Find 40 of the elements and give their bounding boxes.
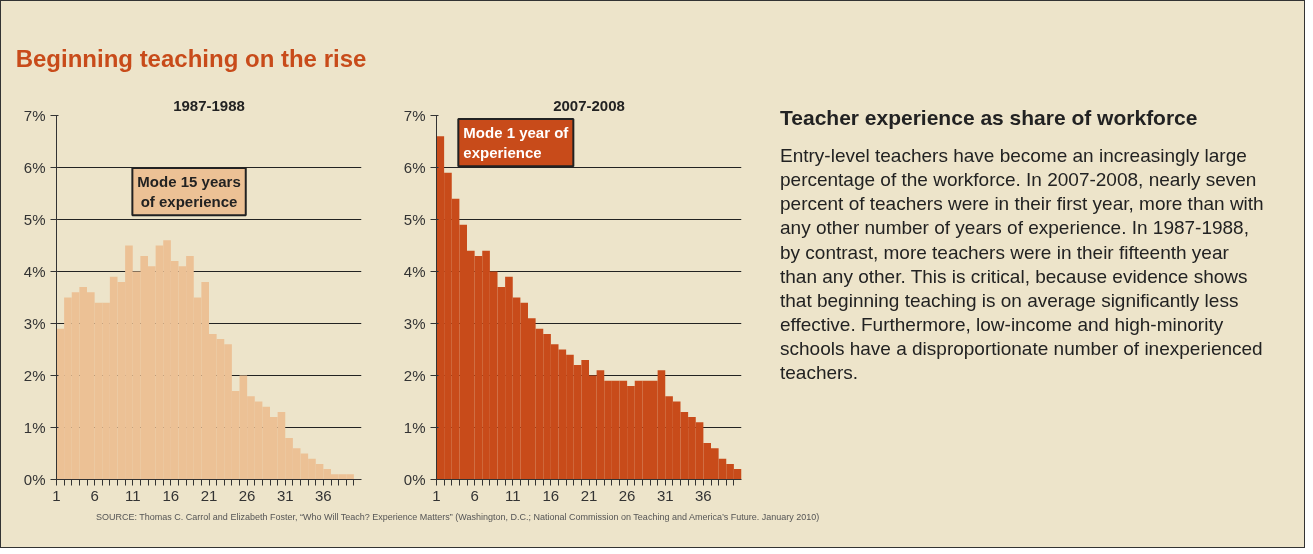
y-tick-label: 5% — [23, 211, 46, 228]
y-tick-label: 1% — [403, 419, 426, 436]
text: Teacher experience as share of workforce — [780, 106, 1199, 130]
y-tick-label: 4% — [403, 263, 426, 280]
x-tick-label: 11 — [124, 486, 141, 504]
chart-subtitle: 1987-1988 — [173, 96, 245, 114]
y-tick-label: 5% — [403, 211, 426, 228]
y-tick-label: 7% — [23, 107, 46, 124]
y-tick-label: 0% — [23, 471, 46, 488]
x-tick-label: 21 — [200, 486, 218, 504]
chart-subtitle: 2007-2008 — [553, 96, 625, 114]
annotation: Mode 15 years of experience — [137, 172, 241, 211]
y-tick-label: 4% — [23, 263, 46, 280]
chart-title: Beginning teaching on the rise — [14, 44, 368, 74]
y-tick-label: 3% — [23, 315, 46, 332]
y-tick-label: 6% — [23, 159, 46, 176]
x-tick-label: 6 — [90, 486, 99, 504]
y-tick-label: 2% — [403, 367, 426, 384]
x-tick-label: 31 — [656, 486, 674, 504]
annotation: Mode 1 year of experience — [463, 123, 570, 162]
x-tick-label: 16 — [162, 486, 180, 504]
x-tick-label: 21 — [580, 486, 598, 504]
x-tick-label: 1 — [432, 486, 441, 504]
x-tick-label: 36 — [315, 486, 332, 504]
x-tick-label: 16 — [542, 486, 560, 504]
source-note: SOURCE: Thomas C. Carrol and Elizabeth Foster, “Who Will Teach? Experience Matters” (Washington, D.C.; National Commission on Teaching and America’s Future. January 2010) — [96, 512, 820, 522]
x-tick-label: 11 — [504, 486, 521, 504]
x-tick-label: 6 — [470, 486, 479, 504]
y-tick-label: 2% — [23, 367, 46, 384]
x-tick-label: 1 — [52, 486, 61, 504]
y-tick-label: 7% — [403, 107, 426, 124]
y-tick-label: 3% — [403, 315, 426, 332]
x-tick-label: 36 — [695, 486, 712, 504]
text: Entry-level teachers have become an increasingly large percentage of the workforce. In 2007-2008, nearly seven percent of teachers were in their first year, more than with any other number of years of experience. In 1987-1988, by contrast, more teachers were in their fifteenth year than any other. This is critical, because evidence shows that beginning teaching is on average significantly less effective. Furthermore, low-income and high-minority schools have a disproportionate number of inexperienced teachers. — [780, 145, 1264, 384]
x-tick-label: 31 — [276, 486, 294, 504]
y-tick-label: 1% — [23, 419, 46, 436]
x-tick-label: 26 — [618, 486, 636, 504]
x-tick-label: 26 — [238, 486, 256, 504]
y-tick-label: 0% — [403, 471, 426, 488]
y-tick-label: 6% — [403, 159, 426, 176]
